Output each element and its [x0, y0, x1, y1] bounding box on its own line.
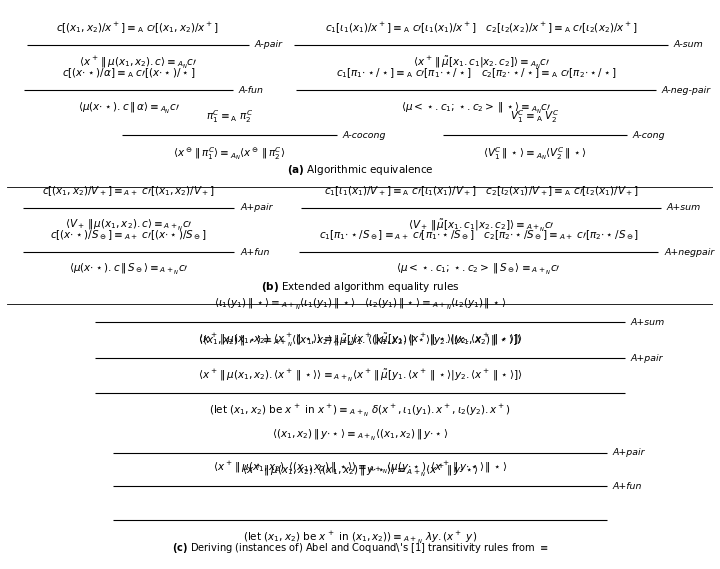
- Text: $\langle V_+\,\|\,\mu(x_1,x_2).c\rangle \equiv_{A+_N} c\prime$: $\langle V_+\,\|\,\mu(x_1,x_2).c\rangle …: [65, 217, 192, 233]
- Text: A+fun: A+fun: [240, 248, 269, 257]
- Text: A-cocong: A-cocong: [343, 130, 386, 139]
- Text: $c[(x{\cdot}\star)/\alpha] \equiv_{\mathrm{A}}\ c\prime[(x{\cdot}\star)/\star]$: $c[(x{\cdot}\star)/\alpha] \equiv_{\math…: [62, 67, 195, 80]
- Text: A+pair: A+pair: [613, 448, 645, 457]
- Text: A-neg-pair: A-neg-pair: [662, 86, 711, 95]
- Text: $\mathbf{(c)}$ Deriving (instances of) Abel and Coquand\'s [1] transitivity rule: $\mathbf{(c)}$ Deriving (instances of) A…: [172, 541, 548, 555]
- Text: $c_1[\pi_1{\cdot}\star/\star] \equiv_{\mathrm{A}}\ c\prime[\pi_1{\cdot}\star/\st: $c_1[\pi_1{\cdot}\star/\star] \equiv_{\m…: [336, 67, 617, 80]
- Text: A-fun: A-fun: [238, 86, 264, 95]
- Text: $c[(x_1,x_2)/x^+] \equiv_{\mathrm{A}}\ c\prime[(x_1,x_2)/x^+]$: $c[(x_1,x_2)/x^+] \equiv_{\mathrm{A}}\ c…: [56, 20, 219, 35]
- Text: $\langle x^+\,\|\,\mu(x_1,x_2).\langle(x_1,x_2)\,\|\,\star\rangle\rangle \equiv_: $\langle x^+\,\|\,\mu(x_1,x_2).\langle(x…: [212, 460, 508, 476]
- Text: A-pair: A-pair: [254, 40, 282, 50]
- Text: $\langle x^+\,\|\,\mu(x_1,x_2).\langle x^+\,\|\,\star\rangle\rangle \equiv_{A+_N: $\langle x^+\,\|\,\mu(x_1,x_2).\langle x…: [198, 368, 522, 384]
- Text: $\langle(x_1,x_2)\,\|\,y{\cdot}\star\rangle \equiv_{A+_N} \langle(x_1,x_2)\,\|\,: $\langle(x_1,x_2)\,\|\,y{\cdot}\star\ran…: [271, 428, 449, 443]
- Text: $\langle V_1^C\,\|\,\star\rangle \equiv_{A_N} \langle V_2^C\,\|\,\star\rangle$: $\langle V_1^C\,\|\,\star\rangle \equiv_…: [483, 145, 587, 162]
- Text: $c_1[\iota_1(x_1)/x^+] \equiv_{\mathrm{A}}\ c\prime[\iota_1(x_1)/x^+]\quad c_2[\: $c_1[\iota_1(x_1)/x^+] \equiv_{\mathrm{A…: [325, 20, 638, 35]
- Text: $(\mathrm{let}\ (x_1,x_2)\ \mathrm{be}\ x^+\ \mathrm{in}\ (x_1,x_2)) \equiv_{A+_: $(\mathrm{let}\ (x_1,x_2)\ \mathrm{be}\ …: [243, 530, 477, 546]
- Text: $\langle\mu(x{\cdot}\star).c\,\|\,\alpha\rangle \equiv_{A_N} c\prime$: $\langle\mu(x{\cdot}\star).c\,\|\,\alpha…: [78, 101, 179, 116]
- Text: A-sum: A-sum: [674, 40, 703, 50]
- Text: $\langle V_+\,\|\,\tilde{\mu}[x_1.c_1|x_2.c_2]\rangle \equiv_{A+_N} c\prime$: $\langle V_+\,\|\,\tilde{\mu}[x_1.c_1|x_…: [408, 217, 554, 234]
- Text: $(\mathrm{let}\ (x_1,x_2)\ \mathrm{be}\ x^+\ \mathrm{in}\ x^+) \equiv_{A+_N}\ \d: $(\mathrm{let}\ (x_1,x_2)\ \mathrm{be}\ …: [209, 403, 511, 419]
- Text: $\langle x^+\,\|\,\mu(x_1,x_2).\langle x^+\,\|\,\star\rangle\rangle \equiv_{A+_N: $\langle x^+\,\|\,\mu(x_1,x_2).\langle x…: [198, 332, 522, 348]
- Text: $V_1^C \equiv_{\mathrm{A}}\ V_2^C$: $V_1^C \equiv_{\mathrm{A}}\ V_2^C$: [510, 108, 559, 125]
- Text: A+fun: A+fun: [613, 482, 642, 491]
- Text: $c_1[\iota_1(x_1)/V_+] \equiv_{\mathrm{A}}\ c\prime[\iota_1(x_1)/V_+]\quad c_2[\: $c_1[\iota_1(x_1)/V_+] \equiv_{\mathrm{A…: [324, 184, 639, 197]
- Text: $\pi_1^C \equiv_{\mathrm{A}}\ \pi_2^C$: $\pi_1^C \equiv_{\mathrm{A}}\ \pi_2^C$: [206, 108, 253, 125]
- Text: $\langle x^+\,\|\,\mu(x_1,x_2).c\rangle \equiv_{A_N} c\prime$: $\langle x^+\,\|\,\mu(x_1,x_2).c\rangle …: [78, 55, 197, 71]
- Text: $\mathbf{(a)}$ Algorithmic equivalence: $\mathbf{(a)}$ Algorithmic equivalence: [287, 163, 433, 176]
- Text: $\langle x^\ominus\,\|\,\pi_1^C\rangle \equiv_{A_N} \langle x^\ominus\,\|\,\pi_2: $\langle x^\ominus\,\|\,\pi_1^C\rangle \…: [174, 145, 286, 162]
- Text: A-cong: A-cong: [632, 130, 665, 139]
- Text: $c[(x_1,x_2)/V_+] \equiv_{A+}\ c\prime[(x_1,x_2)/V_+]$: $c[(x_1,x_2)/V_+] \equiv_{A+}\ c\prime[(…: [42, 184, 215, 197]
- Text: $\langle x^+\,\|\,\tilde{\mu}[x_1.c_1|x_2.c_2]\rangle \equiv_{A_N} c\prime$: $\langle x^+\,\|\,\tilde{\mu}[x_1.c_1|x_…: [413, 55, 550, 71]
- Text: $\langle\mu{<}\star.c_1;\star.c_2{>}\,\|\,S_\ominus\rangle \equiv_{A+_N} c\prime: $\langle\mu{<}\star.c_1;\star.c_2{>}\,\|…: [396, 262, 561, 277]
- Text: A+negpair: A+negpair: [664, 248, 714, 257]
- Text: $c_1[\pi_1{\cdot}\star/S_\ominus] \equiv_{A+}\ c\prime[\pi_1{\cdot}\star/S_\omin: $c_1[\pi_1{\cdot}\star/S_\ominus] \equiv…: [318, 228, 639, 242]
- Text: $\langle x^+\,\|\,\mu(x_1,x_2).\langle(x_1,x_2)\,\|\,y{\cdot}\star\rangle\rangle: $\langle x^+\,\|\,\mu(x_1,x_2).\langle(x…: [242, 463, 478, 479]
- Text: A+pair: A+pair: [240, 203, 273, 212]
- Text: $\mathbf{(b)}$ Extended algorithm equality rules: $\mathbf{(b)}$ Extended algorithm equali…: [261, 280, 459, 294]
- Text: $c[(x{\cdot}\star)/S_\ominus] \equiv_{A+}\ c\prime[(x{\cdot}\star)/S_\ominus]$: $c[(x{\cdot}\star)/S_\ominus] \equiv_{A+…: [50, 228, 207, 242]
- Text: $\langle\mu(x{\cdot}\star).c\,\|\,S_\ominus\rangle \equiv_{A+_N} c\prime$: $\langle\mu(x{\cdot}\star).c\,\|\,S_\omi…: [68, 262, 189, 277]
- Text: $\langle(x_1,x_2)\,\|\,\star\rangle \equiv_{A+_N} \langle(x_1,x_2)\,\|\,\tilde{\: $\langle(x_1,x_2)\,\|\,\star\rangle \equ…: [198, 332, 522, 349]
- Text: A+sum: A+sum: [630, 318, 665, 327]
- Text: A+sum: A+sum: [667, 203, 701, 212]
- Text: A+pair: A+pair: [630, 353, 662, 362]
- Text: $\langle\iota_1(y_1)\,\|\,\star\rangle \equiv_{A+_N} \langle\iota_1(y_1)\,\|\,\s: $\langle\iota_1(y_1)\,\|\,\star\rangle \…: [214, 298, 506, 312]
- Text: $\langle\mu{<}\star.c_1;\star.c_2{>}\,\|\,\star\rangle \equiv_{A_N} c\prime$: $\langle\mu{<}\star.c_1;\star.c_2{>}\,\|…: [401, 101, 552, 116]
